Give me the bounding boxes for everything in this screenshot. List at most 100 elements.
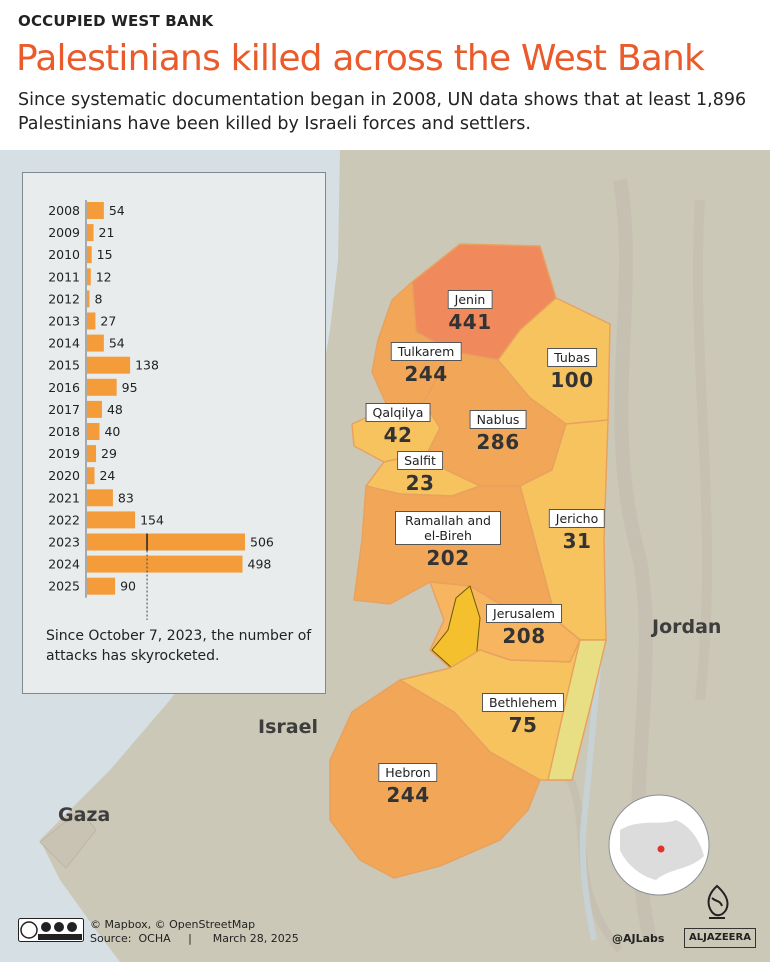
gov-name: Hebron [378,763,438,782]
bar-value-label: 83 [118,490,134,505]
bar-value-label: 90 [120,579,136,594]
bar-year-label: 2010 [48,247,80,262]
page-title: Palestinians killed across the West Bank [16,38,705,79]
gov-value: 202 [426,546,470,570]
gov-value: 75 [508,713,538,737]
bar-2024 [87,555,243,573]
gov-value: 244 [386,783,430,807]
gov-value: 42 [383,423,413,447]
bar-value-label: 12 [96,269,112,284]
gov-name: Bethlehem [481,693,565,712]
gov-name: Ramallah and el-Bireh [395,511,501,545]
bar-value-label: 15 [97,247,113,262]
bar-value-label: 138 [135,358,159,373]
bar-value-label: 498 [248,557,272,572]
bar-2013 [87,312,96,330]
bar-2008 [87,202,104,219]
map-canvas [0,150,770,962]
bar-year-label: 2023 [48,535,80,550]
bar-value-label: 40 [104,424,120,439]
gov-label-qalqilya: Qalqilya 42 [365,402,431,447]
gov-name: Jerusalem [486,604,562,623]
bar-2020 [87,467,95,485]
bar-year-label: 2013 [48,314,80,329]
locator-dot [657,845,665,853]
aj-brand: ALJAZEERA [684,928,756,948]
gov-value: 31 [562,529,592,553]
aljazeera-logo-icon [707,884,729,919]
bar-year-label: 2025 [48,579,80,594]
gaza-strip [39,809,97,869]
bar-value-label: 27 [100,314,116,329]
gov-label-tulkarem: Tulkarem 244 [390,341,462,386]
bar-value-label: 54 [109,203,125,218]
bar-2017 [87,400,102,418]
bar-year-label: 2022 [48,512,80,527]
gov-label-tubas: Tubas 100 [547,347,597,392]
gov-name: Tulkarem [390,342,462,361]
bar-2015 [87,356,131,374]
label-israel: Israel [258,716,318,738]
gov-label-hebron: Hebron 244 [378,762,438,807]
bar-value-label: 8 [94,291,102,306]
gov-label-jericho: Jericho 31 [548,508,606,553]
gov-name: Jericho [548,509,606,528]
bar-value-label: 48 [107,402,123,417]
gov-name: Nablus [469,410,527,429]
bar-year-label: 2012 [48,291,80,306]
bar-2016 [87,378,117,396]
gov-label-jenin: Jenin 441 [447,289,493,334]
label-gaza: Gaza [58,804,111,826]
jordan-river [579,639,603,941]
gov-name: Salfit [397,451,443,470]
bar-year-label: 2024 [48,557,80,572]
bar-value-label: 21 [99,225,115,240]
bar-2010 [87,246,92,264]
gov-name: Jenin [447,290,493,309]
aj-handle: @AJLabs [612,932,665,945]
bar-2018 [87,423,100,440]
bar-year-label: 2020 [48,468,80,483]
bar-value-label: 24 [99,468,115,483]
map [0,150,770,962]
bar-2022 [87,511,136,529]
gov-value: 244 [404,362,448,386]
bar-year-label: 2016 [48,380,80,395]
source-line: Source: OCHA | March 28, 2025 [90,932,299,945]
chart-panel [22,172,326,694]
chart-annotation: Since October 7, 2023, the number of att… [46,628,312,664]
bar-2011 [87,268,91,286]
gov-label-nablus: Nablus 286 [469,409,527,454]
creative-commons-icon [18,918,84,942]
footer-credit: © Mapbox, © OpenStreetMap Source: OCHA |… [90,918,299,946]
bar-2025 [87,577,116,595]
bar-value-label: 54 [109,336,125,351]
bar-year-label: 2017 [48,402,80,417]
gov-label-jerusalem: Jerusalem 208 [486,603,562,648]
gov-value: 441 [448,310,492,334]
region-dead-sea-shore [547,639,607,781]
gov-value: 23 [405,471,435,495]
kicker: OCCUPIED WEST BANK [18,12,214,30]
gov-value: 100 [550,368,594,392]
locator-globe [608,794,710,896]
bar-year-label: 2018 [48,424,80,439]
gov-label-bethlehem: Bethlehem 75 [481,692,565,737]
bar-2014 [87,334,104,352]
map-credit: © Mapbox, © OpenStreetMap [90,918,256,931]
label-jordan: Jordan [652,616,722,638]
bar-value-label: 95 [122,380,138,395]
gov-label-ramallah: Ramallah and el-Bireh 202 [395,511,501,570]
gov-name: Tubas [547,348,597,367]
bar-2019 [87,445,97,463]
bar-value-label: 154 [140,512,164,527]
bar-2023 [87,533,245,551]
bar-2009 [87,224,94,242]
bar-year-label: 2011 [48,269,80,284]
gov-label-salfit: Salfit 23 [397,450,443,495]
bar-year-label: 2021 [48,490,80,505]
bar-value-label: 506 [250,535,274,550]
bar-year-label: 2015 [48,358,80,373]
bar-2021 [87,489,113,507]
bar-year-label: 2009 [48,225,80,240]
